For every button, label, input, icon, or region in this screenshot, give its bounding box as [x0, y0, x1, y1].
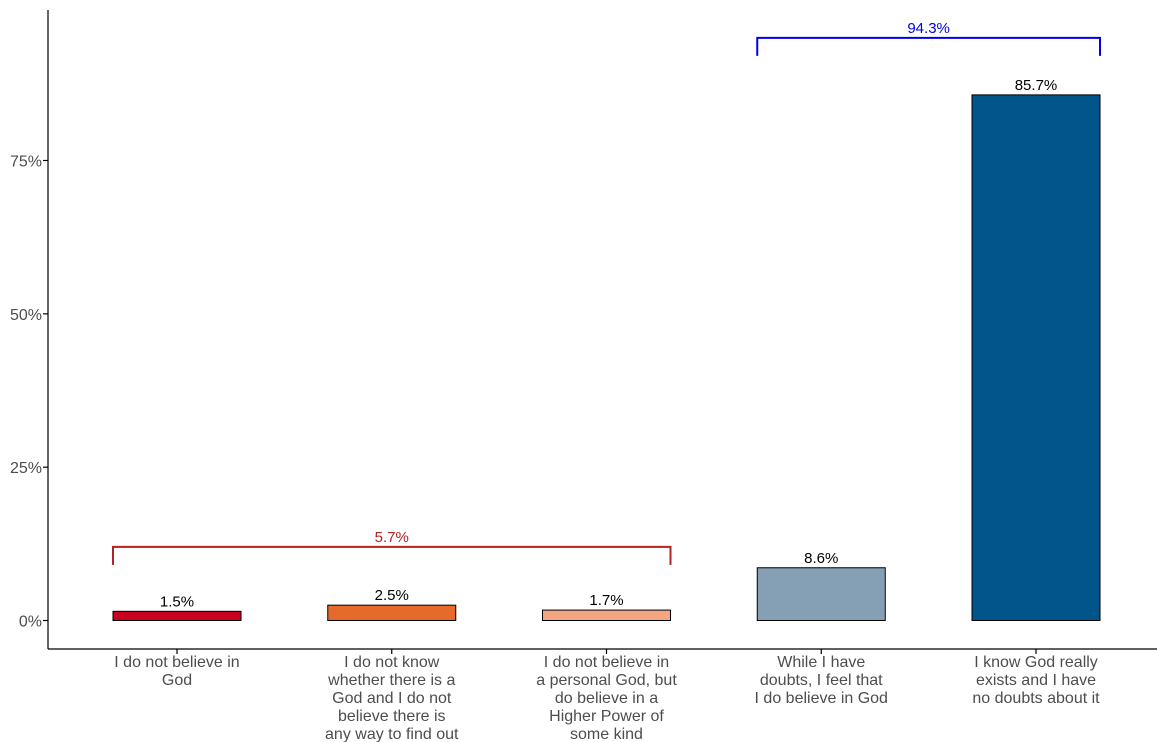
bar — [112, 610, 242, 621]
bar — [756, 567, 886, 622]
data-label: 2.5% — [375, 587, 409, 604]
x-tick-label: I do not know whether there is a God and I… — [325, 654, 459, 742]
y-tick-label: 50% — [10, 307, 42, 324]
x-tick-label: I know God really exists and I have no dou… — [972, 654, 1100, 707]
group-bracket-label: 5.7% — [375, 529, 409, 546]
group-bracket — [756, 36, 1101, 56]
x-tick-label: I do not believe in God — [114, 654, 239, 689]
group-bracket — [112, 545, 672, 565]
y-tick-label: 0% — [19, 614, 42, 631]
bar — [971, 94, 1101, 621]
bar — [327, 604, 457, 622]
data-label: 1.7% — [589, 592, 623, 609]
group-bracket-label: 94.3% — [907, 20, 950, 37]
y-tick-label: 25% — [10, 460, 42, 477]
x-tick-label: While I have doubts, I feel that I do beli… — [755, 654, 888, 707]
x-tick-label: I do not believe in a personal God, but do… — [536, 654, 677, 742]
y-tick-label: 75% — [10, 154, 42, 171]
data-label: 85.7% — [1015, 77, 1058, 94]
bar — [542, 609, 671, 621]
data-label: 8.6% — [804, 550, 838, 567]
data-label: 1.5% — [160, 593, 194, 610]
